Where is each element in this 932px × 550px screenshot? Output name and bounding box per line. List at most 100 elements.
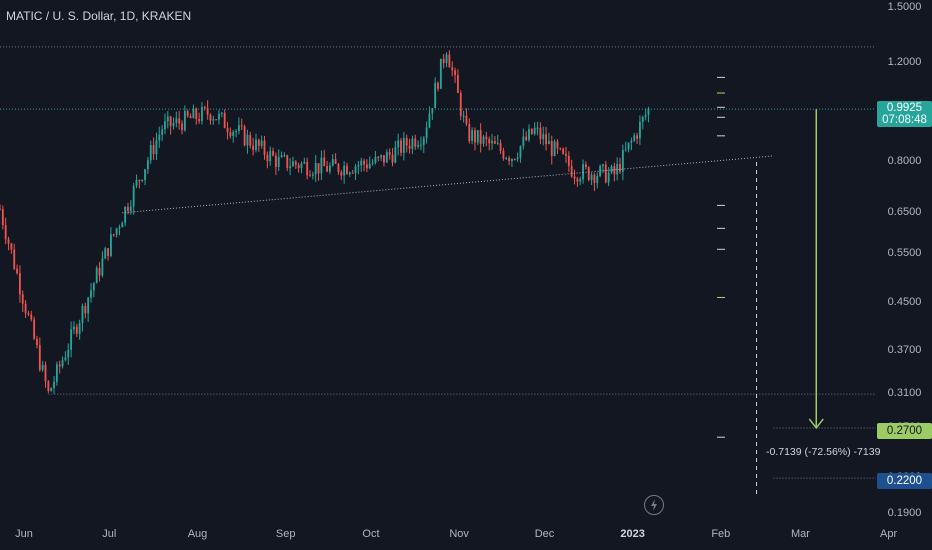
candle-body bbox=[502, 150, 505, 159]
price-tick-label: 1.5000 bbox=[887, 1, 922, 13]
time-axis-label: Feb bbox=[711, 528, 731, 540]
candle-body bbox=[590, 174, 593, 180]
candle-body bbox=[425, 127, 428, 139]
candle-body bbox=[402, 137, 405, 153]
candle-body bbox=[331, 159, 334, 166]
candle-body bbox=[70, 329, 73, 350]
candle-body bbox=[67, 349, 70, 358]
candle-body bbox=[493, 141, 496, 144]
candle-body bbox=[602, 164, 604, 167]
candle-body bbox=[525, 136, 528, 140]
candle-body bbox=[41, 364, 44, 370]
candle-body bbox=[377, 156, 380, 158]
candle-body bbox=[456, 75, 459, 93]
time-axis-label: 2023 bbox=[620, 528, 645, 540]
candle-body bbox=[553, 141, 556, 156]
candle-body bbox=[485, 136, 488, 140]
candle-body bbox=[533, 127, 536, 134]
candle-body bbox=[61, 360, 64, 367]
candle-body bbox=[547, 141, 550, 145]
candle-body bbox=[326, 166, 329, 172]
candle-body bbox=[465, 115, 468, 125]
price-axis[interactable]: 1.5000 1.2000 0.9925 0.8000 0.6500 0.5500 0.45… bbox=[877, 0, 932, 520]
candle-body bbox=[619, 164, 621, 172]
candle-body bbox=[636, 135, 639, 139]
candle-body bbox=[587, 167, 590, 180]
candle-body bbox=[297, 164, 300, 169]
symbol-title[interactable]: MATIC / U. S. Dollar, 1D, KRAKEN bbox=[6, 9, 192, 23]
price-tick-label: 0.5500 bbox=[887, 246, 922, 259]
candle-body bbox=[388, 152, 391, 155]
candle-body bbox=[4, 225, 7, 240]
candle-body bbox=[314, 163, 317, 175]
candle-body bbox=[604, 164, 607, 183]
candle-body bbox=[565, 153, 567, 156]
lower-price-badge: 0.2200 bbox=[877, 473, 932, 489]
candle-body bbox=[50, 388, 53, 392]
candle-body bbox=[73, 326, 75, 330]
candle-body bbox=[641, 116, 644, 122]
candle-body bbox=[434, 82, 437, 109]
candle-body bbox=[576, 178, 579, 182]
candle-body bbox=[201, 107, 203, 122]
time-axis-label: Apr bbox=[880, 528, 898, 540]
measure-arrowhead bbox=[808, 418, 824, 430]
candle-body bbox=[218, 113, 220, 120]
candle-body bbox=[101, 258, 104, 276]
candle-body bbox=[303, 161, 306, 164]
candle-body bbox=[639, 121, 641, 139]
candle-body bbox=[346, 165, 348, 175]
candle-body bbox=[16, 268, 18, 274]
candle-body bbox=[104, 248, 107, 259]
candle-body bbox=[559, 148, 562, 150]
candle-body bbox=[567, 155, 570, 167]
trendline bbox=[122, 155, 774, 214]
candle-body bbox=[371, 162, 374, 164]
lightning-bolt-icon[interactable] bbox=[644, 495, 664, 515]
candle-body bbox=[505, 158, 508, 160]
measurement-label: -0.7139 (-72.56%) -7139 bbox=[766, 446, 881, 458]
candle-body bbox=[141, 179, 144, 181]
candle-body bbox=[155, 140, 158, 155]
candle-body bbox=[10, 243, 13, 250]
bolt-glyph bbox=[651, 499, 657, 511]
candle-body bbox=[621, 150, 624, 172]
candle-body bbox=[570, 166, 573, 177]
candle-body bbox=[476, 130, 479, 143]
candle-body bbox=[323, 157, 326, 167]
candle-body bbox=[152, 144, 155, 155]
candle-body bbox=[610, 166, 613, 173]
candle-body bbox=[289, 166, 292, 169]
candle-body bbox=[118, 227, 121, 229]
candle-body bbox=[172, 123, 175, 127]
candle-body bbox=[644, 115, 647, 117]
candle-body bbox=[519, 146, 522, 158]
candle-body bbox=[212, 119, 215, 121]
candle-body bbox=[343, 165, 346, 176]
candle-body bbox=[522, 136, 525, 147]
candle-body bbox=[1, 209, 4, 226]
candle-body bbox=[53, 381, 55, 389]
candle-body bbox=[593, 174, 596, 183]
candle-body bbox=[181, 123, 183, 131]
price-tick-label: 0.8000 bbox=[887, 154, 922, 167]
price-tick-label: 0.6500 bbox=[887, 205, 922, 218]
candle-body bbox=[348, 172, 351, 175]
candle-body bbox=[374, 156, 377, 163]
candle-body bbox=[448, 54, 451, 68]
candle-body bbox=[508, 158, 511, 162]
candle-body bbox=[607, 172, 610, 183]
time-axis-label: Oct bbox=[362, 528, 380, 540]
candle-body bbox=[283, 155, 286, 157]
candle-body bbox=[613, 166, 616, 175]
candle-body bbox=[582, 164, 584, 180]
time-axis-label: Jul bbox=[102, 528, 117, 540]
candle-body bbox=[263, 140, 266, 155]
candle-body bbox=[309, 175, 311, 177]
candle-body bbox=[21, 294, 24, 304]
time-axis-label: Dec bbox=[534, 528, 555, 540]
time-axis-label: Aug bbox=[187, 528, 208, 540]
candle-body bbox=[178, 118, 181, 124]
candle-body bbox=[183, 111, 186, 131]
